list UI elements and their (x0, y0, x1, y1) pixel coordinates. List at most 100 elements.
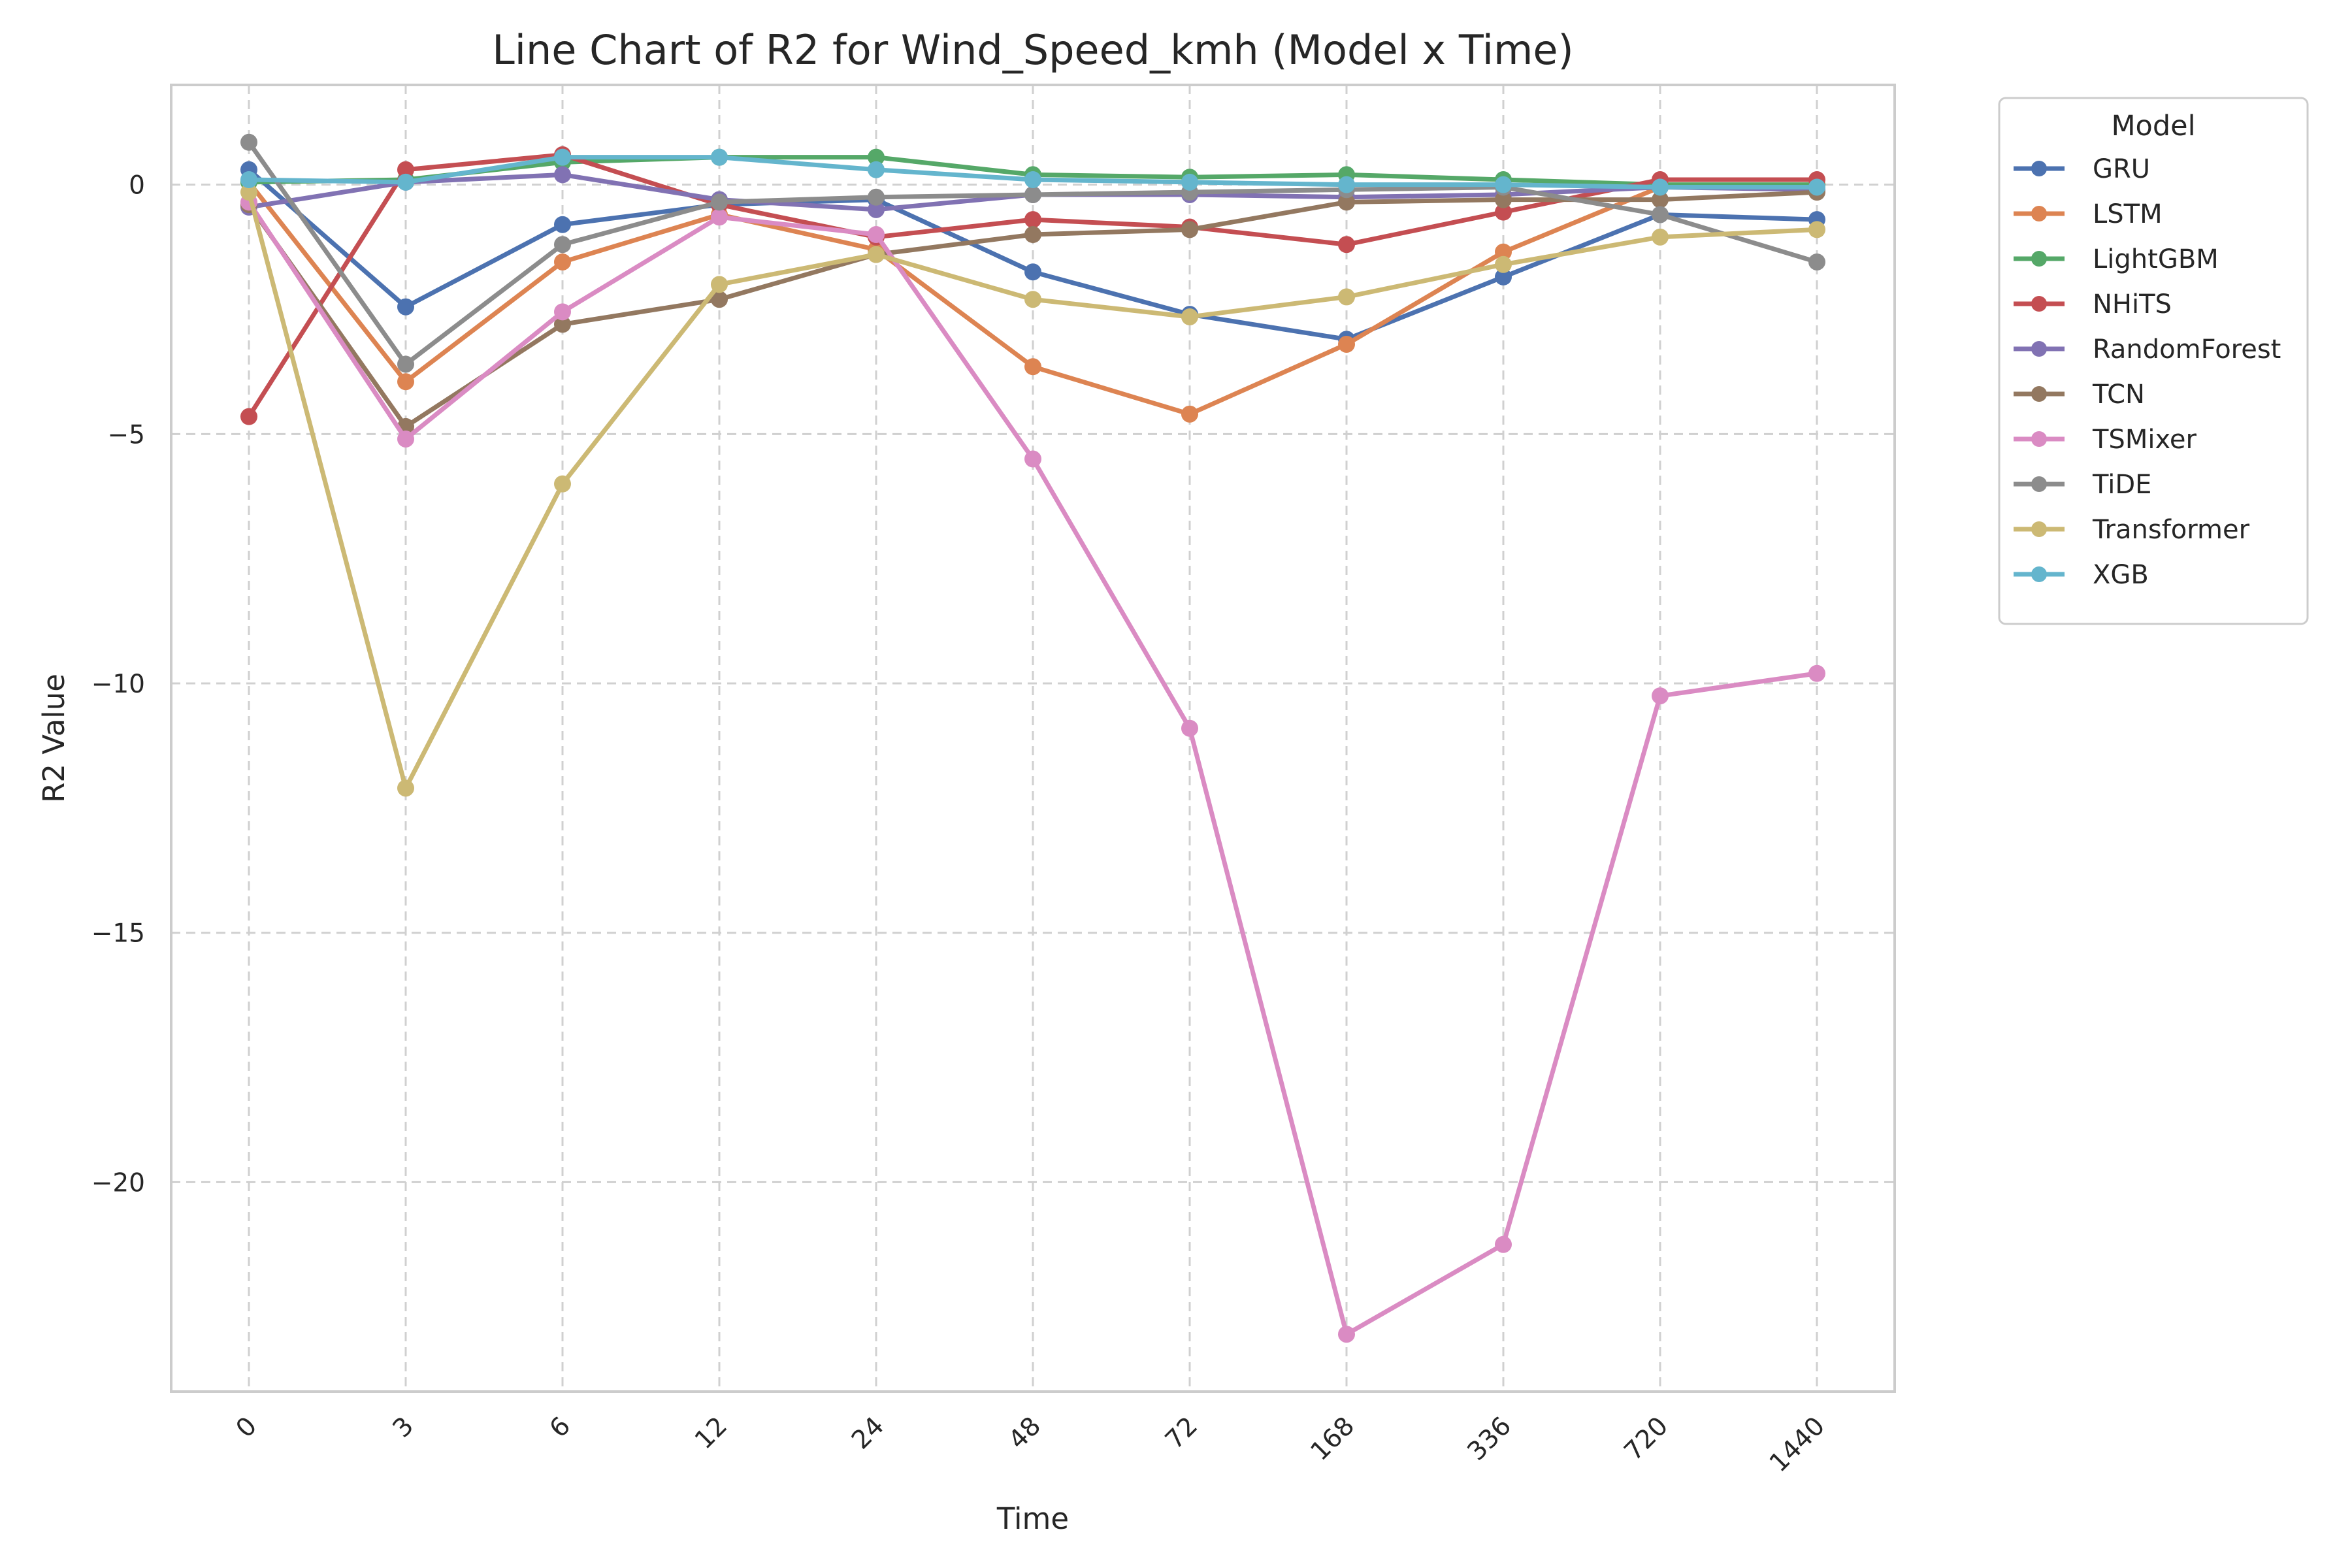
data-point (868, 201, 885, 218)
data-point (1808, 221, 1825, 238)
data-point (397, 779, 414, 797)
data-point (554, 166, 571, 184)
legend-item: TSMixer (2014, 425, 2197, 455)
series-xgb (240, 148, 1825, 196)
legend: Model GRU LSTM LightGBM NHiTS RandomForest TC… (1998, 97, 2309, 625)
data-point (1495, 255, 1512, 273)
legend-label: TSMixer (2092, 425, 2197, 455)
y-tick-label: −10 (91, 670, 145, 699)
legend-item: GRU (2014, 154, 2150, 184)
series-layer (240, 133, 1825, 1343)
legend-swatch-marker (2031, 296, 2047, 312)
y-tick-label: 0 (129, 171, 145, 201)
legend-label: RandomForest (2093, 335, 2281, 365)
x-tick-label: 72 (1160, 1411, 1203, 1455)
data-point (1338, 193, 1355, 211)
plot-frame (170, 84, 1896, 1393)
data-point (1338, 236, 1355, 253)
x-tick-label: 48 (1003, 1411, 1047, 1455)
legend-items: GRU LSTM LightGBM NHiTS RandomForest TCN TSMix… (2014, 154, 2281, 590)
data-point (868, 188, 885, 206)
y-tick-label: −15 (91, 919, 145, 949)
data-point (1181, 221, 1198, 238)
data-point (1652, 206, 1669, 223)
legend-item: XGB (2014, 560, 2149, 590)
data-point (1181, 308, 1198, 325)
data-point (868, 161, 885, 178)
x-tick-label: 3 (387, 1411, 419, 1443)
legend-item: LSTM (2014, 199, 2163, 229)
data-point (554, 253, 571, 270)
legend-swatch-marker (2031, 161, 2047, 176)
data-point (1024, 263, 1041, 281)
data-point (1024, 211, 1041, 229)
data-point (711, 291, 728, 308)
legend-item: Transformer (2014, 515, 2250, 545)
data-point (1808, 253, 1825, 270)
data-point (868, 148, 885, 166)
data-point (1181, 719, 1198, 737)
data-point (397, 373, 414, 391)
legend-item: LightGBM (2014, 244, 2219, 274)
data-point (1024, 358, 1041, 376)
legend-swatch-marker (2031, 386, 2047, 402)
x-tick-label: 0 (231, 1411, 263, 1443)
data-point (1652, 228, 1669, 246)
data-point (1808, 664, 1825, 682)
legend-box (1998, 97, 2309, 625)
axis-layer: 0 3 6 12 24 48 72 168 336 720 1440 0 −5 −10 −15 −20 (91, 171, 1831, 1478)
legend-swatch-marker (2031, 341, 2047, 357)
series-tsmixer (240, 193, 1825, 1343)
data-point (1495, 243, 1512, 261)
legend-swatch-marker (2031, 476, 2047, 492)
data-point (397, 173, 414, 191)
data-point (1495, 176, 1512, 193)
data-point (397, 430, 414, 448)
legend-label: Transformer (2092, 515, 2250, 545)
data-point (240, 133, 257, 151)
legend-item: TiDE (2014, 470, 2151, 500)
data-point (1338, 335, 1355, 353)
data-point (1024, 171, 1041, 189)
legend-swatch-marker (2031, 431, 2047, 447)
data-point (554, 216, 571, 233)
chart-title: Line Chart of R2 for Wind_Speed_kmh (Mod… (492, 26, 1574, 74)
y-tick-label: −20 (91, 1168, 145, 1198)
data-point (1652, 191, 1669, 208)
data-point (1495, 268, 1512, 286)
y-tick-label: −5 (108, 420, 146, 449)
legend-label: XGB (2093, 560, 2149, 590)
legend-title: Model (2111, 110, 2195, 142)
legend-label: NHiTS (2093, 289, 2172, 319)
data-point (240, 171, 257, 189)
data-point (1808, 178, 1825, 196)
data-point (240, 408, 257, 425)
data-point (711, 276, 728, 293)
legend-item: NHiTS (2014, 289, 2172, 319)
legend-label: LSTM (2093, 199, 2163, 229)
data-point (554, 475, 571, 493)
data-point (554, 148, 571, 166)
data-point (397, 161, 414, 178)
data-point (1652, 178, 1669, 196)
series-transformer (240, 184, 1825, 797)
x-tick-label: 12 (689, 1411, 733, 1455)
data-point (1652, 687, 1669, 705)
data-point (1338, 176, 1355, 193)
data-point (397, 355, 414, 373)
legend-swatch-marker (2031, 206, 2047, 221)
data-point (1181, 405, 1198, 423)
data-point (1024, 226, 1041, 244)
data-point (554, 316, 571, 333)
legend-swatch-marker (2031, 521, 2047, 537)
data-point (1024, 450, 1041, 468)
data-point (1495, 203, 1512, 221)
x-tick-label: 168 (1305, 1411, 1360, 1466)
data-point (397, 298, 414, 316)
data-point (1181, 173, 1198, 191)
data-point (711, 208, 728, 226)
series-tcn (240, 184, 1825, 435)
x-tick-label: 720 (1619, 1411, 1674, 1466)
x-tick-label: 24 (846, 1411, 890, 1455)
